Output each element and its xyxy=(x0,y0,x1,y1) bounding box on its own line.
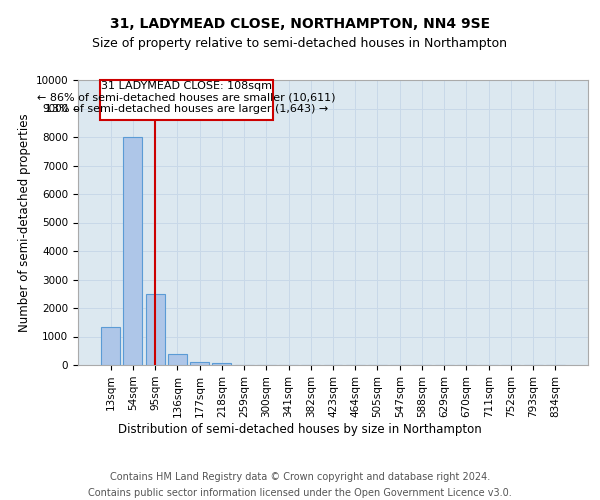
Bar xyxy=(190,362,209,365)
Text: Contains HM Land Registry data © Crown copyright and database right 2024.: Contains HM Land Registry data © Crown c… xyxy=(110,472,490,482)
Text: 31, LADYMEAD CLOSE, NORTHAMPTON, NN4 9SE: 31, LADYMEAD CLOSE, NORTHAMPTON, NN4 9SE xyxy=(110,18,490,32)
Text: 13% of semi-detached houses are larger (1,643) →: 13% of semi-detached houses are larger (… xyxy=(45,104,328,114)
Bar xyxy=(212,362,231,365)
Text: Contains public sector information licensed under the Open Government Licence v3: Contains public sector information licen… xyxy=(88,488,512,498)
Bar xyxy=(146,294,164,365)
Y-axis label: Number of semi-detached properties: Number of semi-detached properties xyxy=(19,113,31,332)
FancyBboxPatch shape xyxy=(100,80,273,120)
Text: ← 86% of semi-detached houses are smaller (10,611): ← 86% of semi-detached houses are smalle… xyxy=(37,92,336,102)
Bar xyxy=(101,326,120,365)
Bar xyxy=(168,354,187,365)
Text: Distribution of semi-detached houses by size in Northampton: Distribution of semi-detached houses by … xyxy=(118,422,482,436)
Bar xyxy=(124,137,142,365)
Text: Size of property relative to semi-detached houses in Northampton: Size of property relative to semi-detach… xyxy=(92,38,508,51)
Text: 31 LADYMEAD CLOSE: 108sqm: 31 LADYMEAD CLOSE: 108sqm xyxy=(101,82,272,92)
